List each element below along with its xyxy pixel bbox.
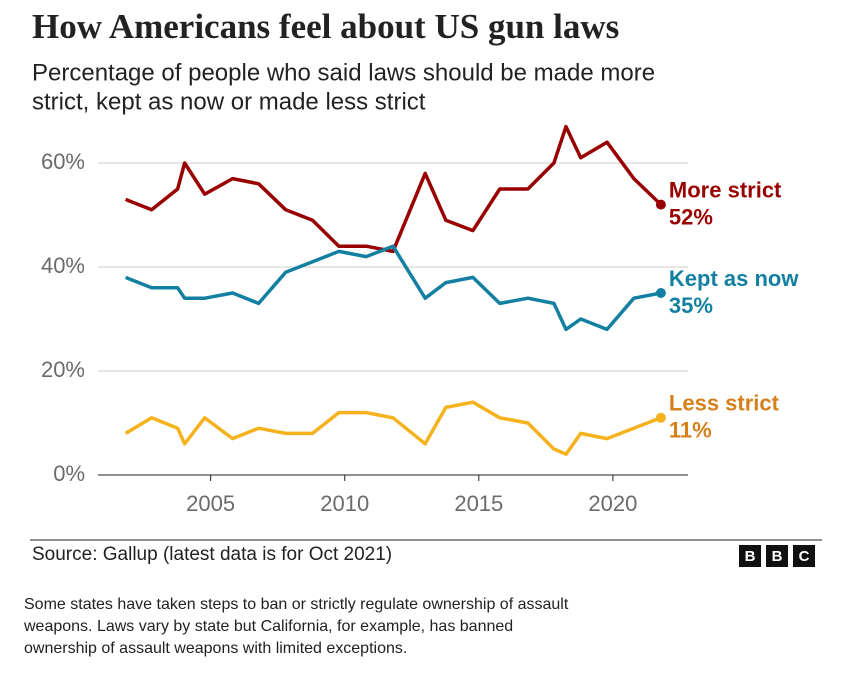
x-tick-label: 2010 <box>320 491 369 516</box>
legend-label: More strict <box>669 177 782 202</box>
subtitle: strict, kept as now or made less strict <box>32 88 426 115</box>
y-tick-label: 0% <box>53 461 85 486</box>
subtitle: Percentage of people who said laws shoul… <box>32 59 655 86</box>
logo: B B C <box>739 545 815 567</box>
note: ownership of assault weapons with limite… <box>24 640 407 657</box>
y-tick-label: 60% <box>41 149 85 174</box>
source: Source: Gallup (latest data is for Oct 2… <box>32 544 392 565</box>
logo-box <box>793 545 815 567</box>
y-tick-label: 20% <box>41 357 85 382</box>
chart-title: How Americans feel about US gun laws <box>32 7 619 46</box>
logo-box <box>766 545 788 567</box>
series-line <box>124 400 662 456</box>
legend-label: Kept as now <box>669 266 799 291</box>
logo-box <box>739 545 761 567</box>
logo-letter: B <box>772 548 783 565</box>
y-tick-label: 40% <box>41 253 85 278</box>
value-label: 11% <box>669 418 712 443</box>
value-label: 52% <box>669 204 713 229</box>
end-point <box>655 199 666 210</box>
x-tick-label: 2015 <box>454 491 503 516</box>
value-label: 35% <box>669 293 713 318</box>
logo-letter: B <box>745 548 756 565</box>
note: Some states have taken steps to ban or s… <box>24 596 569 613</box>
legend-label: Less strict <box>669 391 780 416</box>
x-tick-label: 2005 <box>186 491 235 516</box>
note: weapons. Laws vary by state but Californ… <box>23 618 513 635</box>
series-line <box>124 244 662 332</box>
series-line <box>124 124 663 254</box>
x-tick-label: 2020 <box>588 491 637 516</box>
end-point <box>655 288 666 298</box>
end-point <box>655 412 666 423</box>
logo-letter: C <box>799 548 810 565</box>
